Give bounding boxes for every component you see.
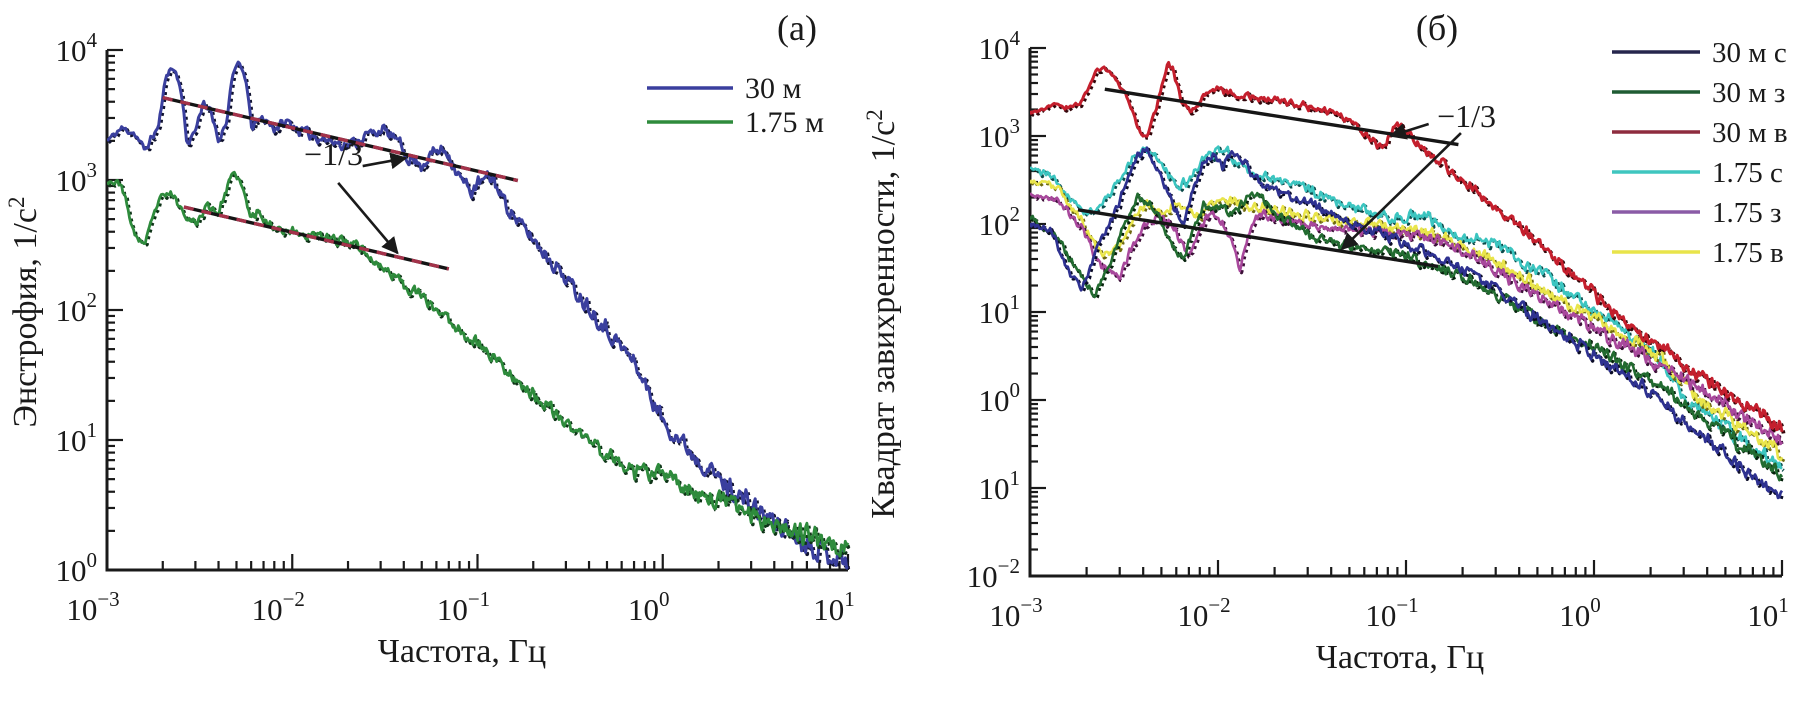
- y-tick-label: 10−2: [967, 554, 1020, 594]
- legend-item: 30 м: [647, 72, 802, 105]
- legend-item: 30 м с: [1612, 37, 1787, 69]
- legend-label: 30 м з: [1712, 77, 1785, 109]
- fit-line-1: [1077, 208, 1439, 269]
- legend-label: 1.75 в: [1712, 237, 1784, 269]
- x-tick-label: 101: [813, 587, 855, 627]
- fit-line-0: [1104, 87, 1459, 147]
- curve-1.75 з: [1030, 192, 1784, 446]
- curves-group: [1030, 60, 1786, 502]
- curve-30 м: [107, 60, 849, 570]
- y-axis-label: Энстрофия, 1/с2: [4, 197, 44, 428]
- y-tick-label: 100: [979, 378, 1021, 418]
- y-tick-label: 102: [979, 202, 1021, 242]
- annotation-arrow-0: [362, 152, 408, 170]
- x-tick-label: 10−1: [1365, 593, 1418, 633]
- curve-1.75 с: [1030, 145, 1783, 470]
- x-tick-label: 10−3: [989, 593, 1042, 633]
- slope-annotation-text: −1/3: [1437, 98, 1496, 134]
- panel-title: (а): [777, 8, 817, 48]
- curves-group: [107, 60, 852, 570]
- x-tick-label: 10−1: [437, 587, 490, 627]
- y-tick-label: 103: [56, 158, 98, 198]
- x-axis-label: Частота, Гц: [1316, 639, 1484, 676]
- y-axis-label: Квадрат завихренности, 1/с2: [862, 109, 902, 519]
- legend-label: 30 м в: [1712, 117, 1788, 149]
- x-tick-label: 10−2: [1177, 593, 1230, 633]
- annotation-arrow-0: [1389, 122, 1430, 140]
- x-axis-label: Частота, Гц: [378, 633, 546, 670]
- fit-line-dash-0: [162, 95, 519, 183]
- axis-ticks: [1028, 46, 1784, 578]
- axes-frame: [1028, 48, 1782, 578]
- curve-1.75 м: [107, 170, 850, 558]
- legend-label: 1.75 м: [745, 106, 824, 139]
- panel-title: (б): [1416, 8, 1458, 48]
- y-tick-label: 101: [56, 418, 98, 458]
- slope-annotation: −1/3: [1340, 98, 1496, 251]
- x-tick-label: 101: [1747, 593, 1789, 633]
- legend-item: 30 м з: [1612, 77, 1785, 109]
- legend-label: 30 м: [745, 72, 802, 105]
- legend-label: 1.75 з: [1712, 197, 1781, 229]
- slope-annotation: −1/3: [304, 136, 408, 255]
- axes-frame: [105, 50, 848, 572]
- annotation-arrow-1: [337, 182, 399, 255]
- legend-item: 1.75 м: [647, 106, 824, 139]
- x-tick-label: 10−3: [66, 587, 119, 627]
- legend-item: 1.75 в: [1612, 237, 1784, 269]
- legend-item: 30 м в: [1612, 117, 1788, 149]
- x-tick-label: 10−2: [252, 587, 305, 627]
- annotation-arrow-1: [1340, 132, 1462, 251]
- y-tick-label: 103: [979, 114, 1021, 154]
- y-tick-label: 104: [979, 26, 1021, 66]
- fit-line-dash-1: [183, 205, 450, 271]
- curve-30 м з: [1030, 191, 1784, 482]
- curve-30 м с: [1030, 146, 1784, 500]
- legend-item: 1.75 с: [1612, 157, 1783, 189]
- legend-label: 1.75 с: [1712, 157, 1783, 189]
- curve-shadow-1.75 з: [1030, 193, 1786, 448]
- legend-item: 1.75 з: [1612, 197, 1781, 229]
- curve-shadow-1.75 м: [107, 172, 852, 560]
- slope-annotation-text: −1/3: [304, 136, 363, 172]
- y-tick-label: 101: [979, 290, 1021, 330]
- x-tick-label: 100: [1559, 593, 1601, 633]
- legend: 30 м с 30 м з 30 м в 1.75 с 1.75 з 1.75 в: [1612, 37, 1788, 269]
- x-tick-label: 100: [628, 587, 670, 627]
- legend-label: 30 м с: [1712, 37, 1787, 69]
- y-tick-label: 104: [56, 28, 98, 68]
- y-tick-label: 102: [56, 288, 98, 328]
- curve-shadow-1.75 с: [1030, 146, 1785, 472]
- legend: 30 м1.75 м: [647, 72, 824, 139]
- axis-ticks: [105, 48, 850, 572]
- y-tick-label: 100: [56, 548, 98, 588]
- curve-shadow-30 м з: [1030, 192, 1786, 484]
- y-tick-label: 101: [979, 466, 1021, 506]
